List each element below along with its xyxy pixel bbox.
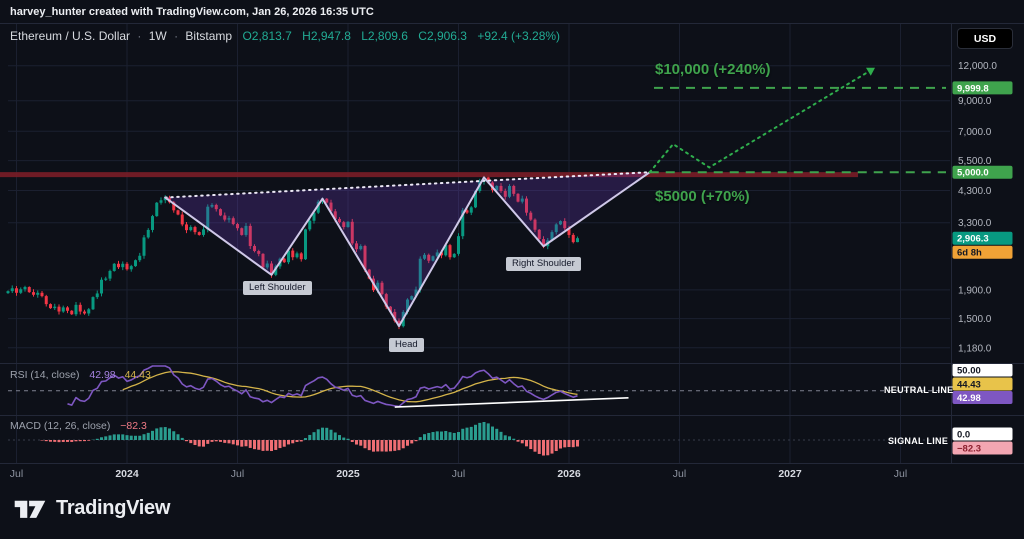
svg-text:2026: 2026 xyxy=(557,468,581,480)
signal-line-label[interactable]: SIGNAL LINE xyxy=(888,436,949,446)
rsi-label[interactable]: RSI (14, close) xyxy=(10,369,80,381)
svg-text:−82.3: −82.3 xyxy=(957,444,981,455)
svg-text:6d 8h: 6d 8h xyxy=(957,248,982,259)
head-and-shoulders-drawing[interactable] xyxy=(164,171,651,328)
ohlc-high: H2,947.8 xyxy=(302,29,351,43)
rsi-axis-badge: 44.43 xyxy=(952,377,1013,391)
target-level-lines[interactable]: 9,999.8 5,000.0 xyxy=(649,81,1013,179)
svg-text:Jul: Jul xyxy=(894,468,907,480)
price-projection-arrow[interactable] xyxy=(648,66,876,174)
legend-separator: · xyxy=(174,29,179,43)
panel-borders xyxy=(0,23,1024,464)
exchange-label: Bitstamp xyxy=(185,29,233,43)
candlestick-series[interactable] xyxy=(6,175,580,330)
svg-text:1,500.0: 1,500.0 xyxy=(958,314,992,325)
right-shoulder-label[interactable]: Right Shoulder xyxy=(506,257,581,271)
rsi-ma-value: 44.43 xyxy=(124,369,151,381)
svg-text:3,300.0: 3,300.0 xyxy=(958,218,992,229)
svg-text:44.43: 44.43 xyxy=(957,380,981,391)
ohlc-low: L2,809.6 xyxy=(361,29,408,43)
macd-axis-badge: 0.0 xyxy=(952,427,1013,441)
svg-text:1,900.0: 1,900.0 xyxy=(958,285,992,296)
left-shoulder-label[interactable]: Left Shoulder xyxy=(243,281,312,295)
svg-text:0.0: 0.0 xyxy=(957,430,970,441)
time-axis[interactable]: Jul 2024 Jul 2025 Jul 2026 Jul 2027 Jul xyxy=(10,468,907,480)
svg-text:9,000.0: 9,000.0 xyxy=(958,96,992,107)
svg-text:2024: 2024 xyxy=(115,468,139,480)
macd-label[interactable]: MACD (12, 26, close) xyxy=(10,420,111,432)
svg-text:42.98: 42.98 xyxy=(957,393,981,404)
svg-text:1,180.0: 1,180.0 xyxy=(958,343,992,354)
last-price-badge: 2,906.3 xyxy=(952,231,1013,245)
ohlc-change: +92.4 (+3.28%) xyxy=(477,29,561,43)
svg-text:12,000.0: 12,000.0 xyxy=(958,61,997,72)
upper-target-annotation[interactable]: $10,000 (+240%) xyxy=(655,61,771,78)
svg-text:2025: 2025 xyxy=(336,468,360,480)
interval-label[interactable]: 1W xyxy=(148,29,167,43)
macd-histogram[interactable] xyxy=(8,422,946,456)
svg-text:5,500.0: 5,500.0 xyxy=(958,156,992,167)
symbol-title[interactable]: Ethereum / U.S. Dollar xyxy=(10,29,131,43)
symbol-legend: Ethereum / U.S. Dollar · 1W · Bitstamp O… xyxy=(10,29,560,43)
tradingview-logo-icon xyxy=(14,500,46,518)
target-price-badge: 5,000.0 xyxy=(952,165,1013,179)
macd-legend: MACD (12, 26, close) −82.3 xyxy=(10,420,147,432)
rsi-axis-badge: 50.00 xyxy=(952,363,1013,377)
neutral-line-label[interactable]: NEUTRAL LINE xyxy=(884,385,954,395)
macd-value: −82.3 xyxy=(120,420,147,432)
tradingview-logo[interactable]: TradingView xyxy=(12,494,170,522)
svg-text:Jul: Jul xyxy=(231,468,244,480)
tradingview-logo-text: TradingView xyxy=(56,496,171,519)
ohlc-close: C2,906.3 xyxy=(418,29,467,43)
price-axis[interactable]: 12,000.0 9,000.0 7,000.0 5,500.0 4,300.0 3,30… xyxy=(952,61,1013,455)
svg-text:9,999.8: 9,999.8 xyxy=(957,83,989,94)
currency-button[interactable]: USD xyxy=(957,28,1013,49)
target-price-badge: 9,999.8 xyxy=(952,81,1013,95)
macd-axis-badge: −82.3 xyxy=(952,441,1013,455)
rsi-plot[interactable] xyxy=(8,365,946,408)
svg-text:2027: 2027 xyxy=(778,468,802,480)
svg-text:Jul: Jul xyxy=(10,468,23,480)
svg-text:50.00: 50.00 xyxy=(957,366,981,377)
rsi-value: 42.98 xyxy=(89,369,116,381)
legend-separator: · xyxy=(137,29,142,43)
bar-countdown-badge: 6d 8h xyxy=(952,245,1013,259)
price-chart-canvas[interactable]: 9,999.8 5,000.0 12,000.0 9,000.0 7,000.0 5,50… xyxy=(0,0,1024,482)
chart-grid xyxy=(8,24,950,463)
svg-text:Jul: Jul xyxy=(452,468,465,480)
rsi-legend: RSI (14, close) 42.98 44.43 xyxy=(10,369,151,381)
rsi-trendline[interactable] xyxy=(394,397,629,408)
svg-text:2,906.3: 2,906.3 xyxy=(957,234,989,245)
svg-text:4,300.0: 4,300.0 xyxy=(958,186,992,197)
svg-text:5,000.0: 5,000.0 xyxy=(957,168,989,179)
rsi-axis-badge: 42.98 xyxy=(952,391,1013,404)
ohlc-open: O2,813.7 xyxy=(242,29,292,43)
svg-text:7,000.0: 7,000.0 xyxy=(958,127,992,138)
head-label[interactable]: Head xyxy=(389,338,424,352)
lower-target-annotation[interactable]: $5000 (+70%) xyxy=(655,188,750,205)
attribution-text: harvey_hunter created with TradingView.c… xyxy=(10,6,374,18)
svg-text:Jul: Jul xyxy=(673,468,686,480)
